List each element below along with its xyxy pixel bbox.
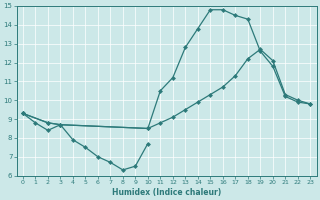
X-axis label: Humidex (Indice chaleur): Humidex (Indice chaleur) — [112, 188, 221, 197]
